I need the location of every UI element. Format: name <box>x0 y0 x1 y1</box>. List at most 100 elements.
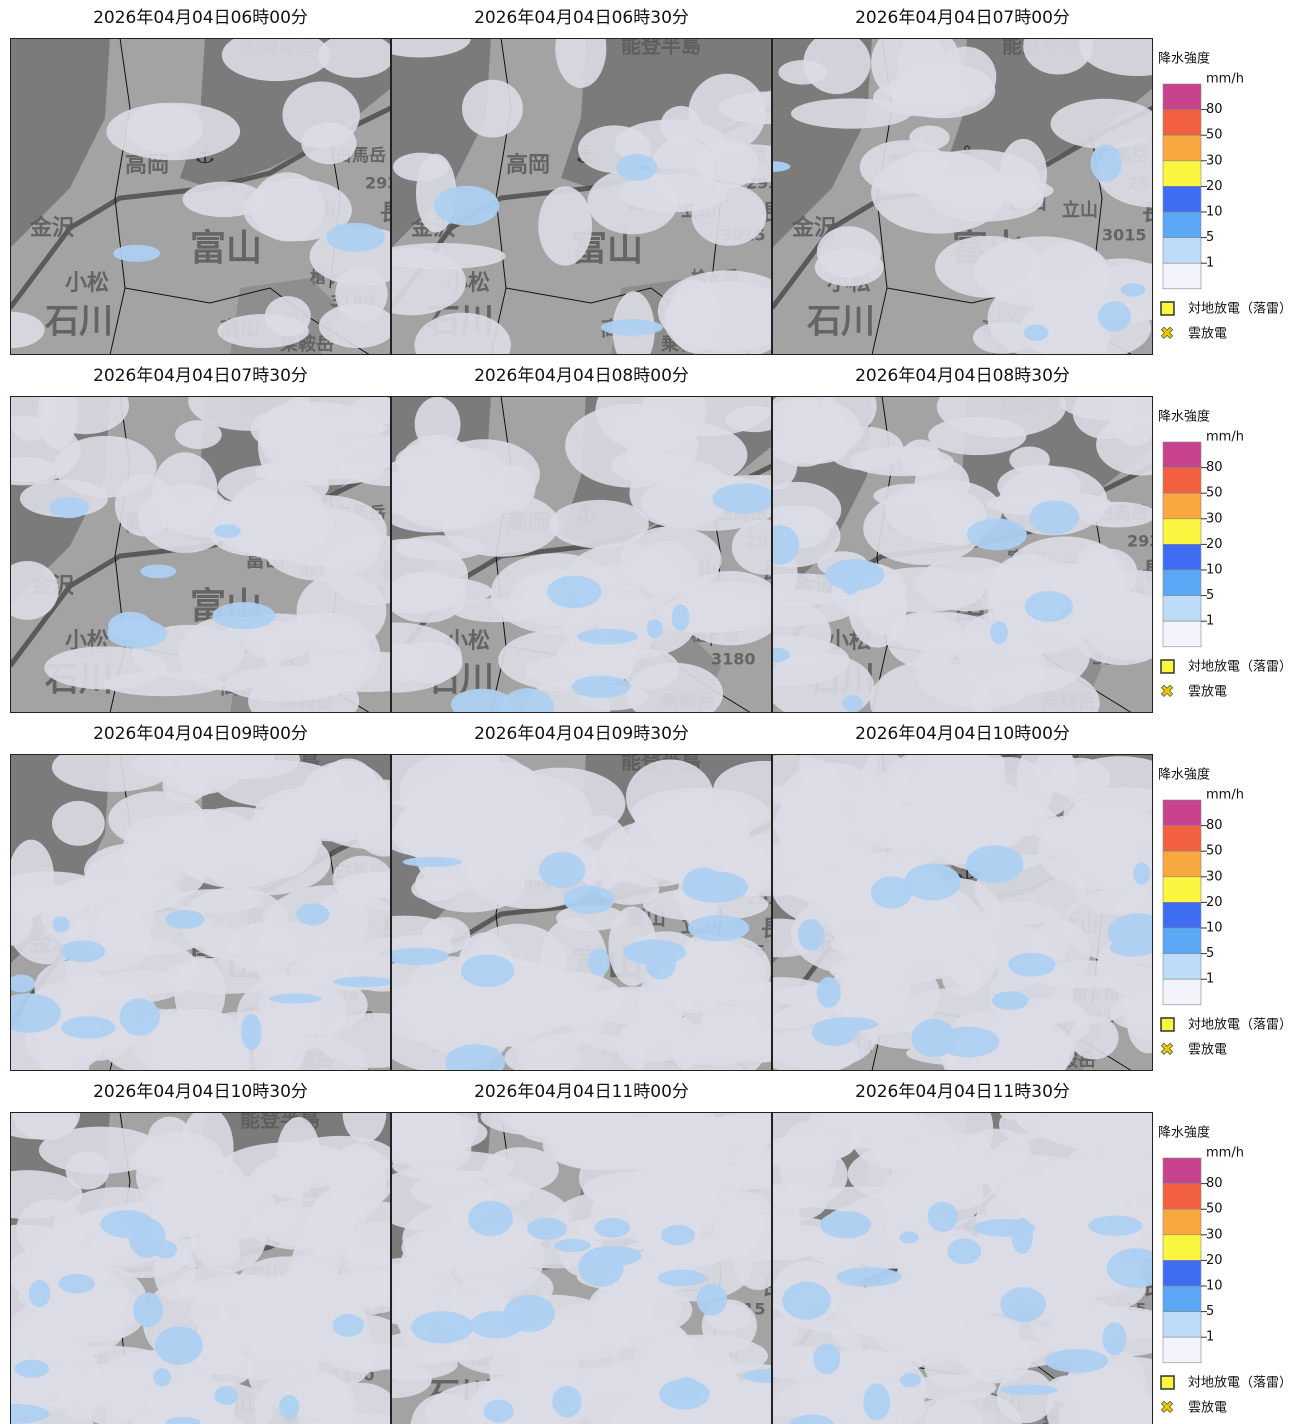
rain-area <box>976 1177 1106 1261</box>
legend-tick-label: 10 <box>1206 1279 1223 1294</box>
rain-light <box>113 244 161 262</box>
legend-swatch <box>1162 1311 1202 1338</box>
rain-light <box>539 851 586 889</box>
map-panel: ⚓能登半島高岡富山立山白馬岳2932長金沢3015富山小松槍ヶ岳3180石川高山… <box>772 1112 1165 1424</box>
rain-area <box>941 960 983 996</box>
legend-tick-label: 20 <box>1206 537 1223 552</box>
rain-light <box>1000 1287 1047 1322</box>
rain-area <box>772 1345 864 1418</box>
rain-light <box>107 618 167 649</box>
legend-swatch <box>1162 237 1202 264</box>
rain-light <box>1029 500 1080 535</box>
rain-area <box>182 181 265 218</box>
rain-area <box>573 815 631 890</box>
rain-light <box>904 863 961 901</box>
rain-area <box>772 396 846 467</box>
rain-light <box>824 559 885 591</box>
map-label: 長 <box>1142 1275 1165 1300</box>
rain-light <box>483 1399 514 1423</box>
map-panel: ⚓能登半島高岡富山立山白馬岳2932長金沢3015富山小松槍ヶ岳3180石川高山… <box>10 754 391 1071</box>
legend-title: 降水強度 <box>1158 51 1210 67</box>
rain-light <box>911 1018 957 1058</box>
map-label: 長 <box>761 917 784 942</box>
map-panel: ⚓能登半島高岡富山立山白馬岳2932長金沢3015富山小松槍ヶ岳3180石川高山… <box>772 38 1153 355</box>
panel-border <box>391 38 772 355</box>
cloud-strike-icon: ✖ <box>1160 682 1174 702</box>
rain-area <box>803 38 871 95</box>
legend-tick-label: 50 <box>1206 844 1223 859</box>
rain-light <box>402 856 462 867</box>
legend-title: 降水強度 <box>1158 1125 1210 1141</box>
rain-area <box>772 1183 827 1223</box>
rain-light <box>554 1238 592 1253</box>
rain-area <box>772 820 830 896</box>
rain-light <box>269 993 322 1004</box>
rain-area <box>157 1381 273 1424</box>
rain-area <box>549 499 649 549</box>
rain-light <box>1090 144 1122 182</box>
rain-light <box>990 621 1008 645</box>
legend-swatch <box>1162 569 1202 596</box>
rain-light <box>772 647 791 663</box>
rain-area <box>301 122 357 165</box>
rain-light <box>797 919 825 951</box>
rain-light <box>153 1240 178 1259</box>
panel-border <box>391 396 772 713</box>
rain-light <box>588 948 610 976</box>
legend-swatch <box>1162 620 1202 648</box>
map-panel: ⚓能登半島高岡富山立山白馬岳2932長金沢3015富山小松槍ヶ岳3180石川高山… <box>391 396 772 713</box>
rain-light <box>445 1044 506 1071</box>
rain-area <box>621 649 680 690</box>
rain-area <box>452 598 540 623</box>
legend: 降水強度 mm/h 80 50 30 20 10 5 1 対地放電（落雷） ✖ 雲放電 <box>1158 51 1292 345</box>
legend-unit: mm/h <box>1206 1146 1244 1161</box>
rain-light <box>1008 952 1056 977</box>
rain-light <box>821 1017 878 1032</box>
rain-area <box>1107 396 1153 447</box>
legend-tick-label: 20 <box>1206 179 1223 194</box>
rain-light <box>214 524 241 538</box>
rain-light <box>696 1283 727 1316</box>
rain-light <box>899 1231 919 1244</box>
rain-light <box>164 909 205 929</box>
rain-light <box>1088 1215 1143 1236</box>
legend: 降水強度 mm/h 80 50 30 20 10 5 1 対地放電（落雷） ✖ 雲放電 <box>1158 409 1292 703</box>
rain-light <box>1106 1248 1153 1288</box>
panel-border <box>772 754 1153 1071</box>
legend-unit: mm/h <box>1206 430 1244 445</box>
map-label: 3180 <box>711 650 756 669</box>
rain-area <box>227 922 299 972</box>
rain-area <box>1065 1137 1153 1191</box>
rain-light <box>60 940 106 963</box>
rain-area <box>52 800 105 846</box>
rain-area <box>772 481 842 538</box>
rain-light <box>900 1373 921 1388</box>
lightning-label: 対地放電（落雷） <box>1188 1018 1292 1033</box>
legend-swatch <box>1162 492 1202 520</box>
rain-area <box>248 1207 355 1250</box>
rain-light <box>820 1211 872 1239</box>
panel-title: 2026年04月04日06時30分 <box>474 8 689 28</box>
rain-light <box>119 998 160 1036</box>
rain-area <box>555 38 607 88</box>
rain-light <box>772 525 800 565</box>
legend-tick-label: 10 <box>1206 921 1223 936</box>
legend-tick-label: 80 <box>1206 1176 1223 1191</box>
rain-area <box>918 1112 994 1170</box>
rain-area <box>201 926 244 959</box>
rain-area <box>642 396 772 437</box>
rain-light <box>468 1200 513 1237</box>
rain-area <box>928 416 1027 456</box>
rain-light <box>842 695 863 713</box>
legend-swatch <box>1162 160 1202 187</box>
rain-area <box>44 646 166 690</box>
rain-area <box>276 415 391 480</box>
panel-border <box>772 38 1153 355</box>
legend-tick-label: 1 <box>1206 1330 1214 1345</box>
rain-light <box>594 1217 631 1238</box>
rain-area <box>717 1158 772 1213</box>
rain-area <box>849 446 954 477</box>
rain-light <box>52 916 70 933</box>
panel-border <box>10 1112 391 1424</box>
lightning-label: 雲放電 <box>1188 1043 1227 1058</box>
